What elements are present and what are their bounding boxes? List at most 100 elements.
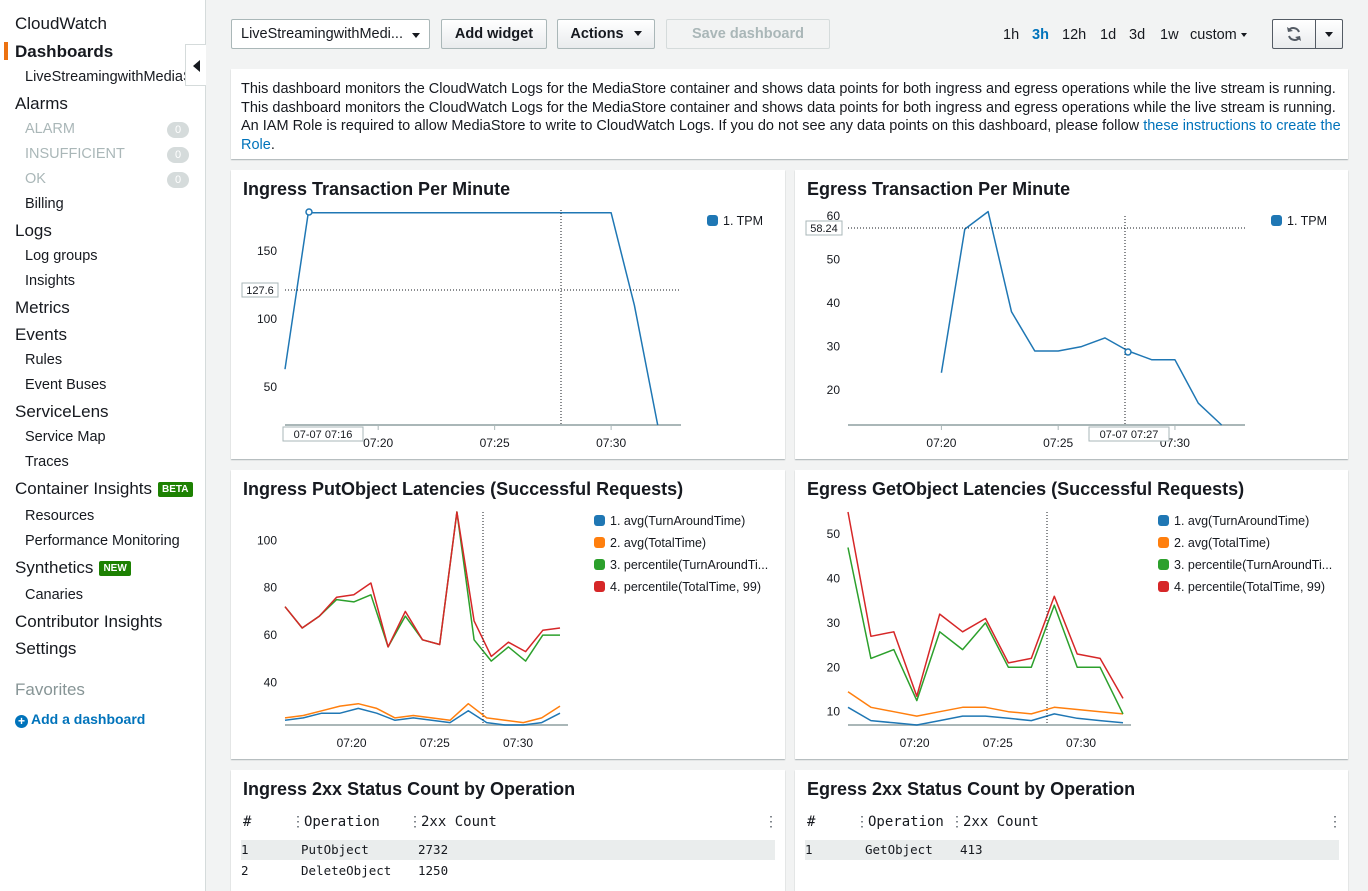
column-resize-handle[interactable]: ⋮ bbox=[950, 814, 964, 830]
create-role-link[interactable]: these instructions to create the Role bbox=[241, 118, 1341, 153]
sidebar-item-alarms[interactable]: Alarms bbox=[15, 94, 68, 113]
dashboard-select[interactable]: LiveStreamingwithMedi... bbox=[231, 19, 430, 49]
column-header-count[interactable]: 2xx Count bbox=[421, 814, 497, 830]
ingress-latency-chart[interactable]: 40 60 80 100 07:20 07:25 07:30 bbox=[231, 470, 785, 759]
y-tick-label: 50 bbox=[827, 253, 841, 267]
add-dashboard-link[interactable]: + Add a dashboard bbox=[15, 711, 145, 728]
add-dashboard-label: Add a dashboard bbox=[31, 711, 146, 727]
hover-value-label: 127.6 bbox=[246, 285, 274, 297]
sidebar-item-insufficient[interactable]: INSUFFICIENT bbox=[25, 146, 125, 162]
legend-item[interactable]: 1. avg(TurnAroundTime) bbox=[1158, 514, 1332, 536]
widget-egress-tpm[interactable]: Egress Transaction Per Minute 20 30 40 50 60… bbox=[795, 170, 1348, 459]
x-tick-label: 07:20 bbox=[926, 436, 956, 450]
sidebar-item-settings[interactable]: Settings bbox=[15, 639, 77, 658]
column-header-count[interactable]: 2xx Count bbox=[963, 814, 1039, 830]
sidebar-item-container-insights[interactable]: Container Insights BETA bbox=[15, 479, 193, 499]
hover-point-marker bbox=[305, 208, 313, 216]
row-index: 2 bbox=[241, 863, 249, 878]
y-tick-label: 20 bbox=[827, 383, 841, 397]
y-tick-label: 30 bbox=[827, 340, 841, 354]
legend-item[interactable]: 4. percentile(TotalTime, 99) bbox=[1158, 580, 1332, 602]
legend-item[interactable]: 1. TPM bbox=[1271, 214, 1327, 236]
column-resize-handle[interactable]: ⋮ bbox=[291, 814, 305, 830]
legend-label: 1. avg(TurnAroundTime) bbox=[610, 514, 746, 528]
column-header-index[interactable]: # bbox=[807, 814, 816, 830]
column-header-index[interactable]: # bbox=[243, 814, 252, 830]
column-resize-handle[interactable]: ⋮ bbox=[408, 814, 422, 830]
time-range-3d[interactable]: 3d bbox=[1129, 27, 1146, 43]
sidebar-item-event-buses[interactable]: Event Buses bbox=[25, 377, 107, 393]
widget-egress-status[interactable]: Egress 2xx Status Count by Operation # ⋮… bbox=[795, 770, 1348, 891]
legend-label: 4. percentile(TotalTime, 99) bbox=[1174, 580, 1325, 594]
column-resize-handle[interactable]: ⋮ bbox=[855, 814, 869, 830]
time-range-12h[interactable]: 12h bbox=[1062, 27, 1087, 43]
y-tick-label: 80 bbox=[264, 581, 278, 595]
refresh-icon[interactable] bbox=[1285, 26, 1303, 42]
sidebar-item-dashboard-live[interactable]: LiveStreamingwithMediaS bbox=[25, 69, 193, 85]
legend-label: 3. percentile(TurnAroundTi... bbox=[610, 558, 769, 572]
sidebar-item-dashboards[interactable]: Dashboards bbox=[15, 42, 114, 61]
x-tick-label: 07:20 bbox=[363, 436, 393, 450]
legend-item[interactable]: 2. avg(TotalTime) bbox=[1158, 536, 1332, 558]
time-range-1d[interactable]: 1d bbox=[1100, 27, 1117, 43]
add-widget-button[interactable]: Add widget bbox=[441, 19, 547, 49]
x-tick-label: 07:30 bbox=[596, 436, 626, 450]
sidebar-item-billing[interactable]: Billing bbox=[25, 196, 64, 212]
x-tick-label: 07:25 bbox=[983, 736, 1013, 750]
sidebar-item-insights[interactable]: Insights bbox=[25, 273, 75, 289]
egress-latency-chart[interactable]: 10 20 30 40 50 07:20 07:25 07:30 bbox=[795, 470, 1348, 759]
widget-ingress-status[interactable]: Ingress 2xx Status Count by Operation # … bbox=[231, 770, 785, 891]
legend-item[interactable]: 1. TPM bbox=[707, 214, 763, 236]
row-index: 1 bbox=[805, 842, 813, 857]
sidebar-item-performance-monitoring[interactable]: Performance Monitoring bbox=[25, 533, 180, 549]
legend-item[interactable]: 2. avg(TotalTime) bbox=[594, 536, 768, 558]
column-menu-icon[interactable]: ⋮ bbox=[1328, 814, 1342, 830]
time-range-1w[interactable]: 1w bbox=[1160, 27, 1179, 43]
legend-swatch bbox=[707, 215, 718, 226]
legend-item[interactable]: 3. percentile(TurnAroundTi... bbox=[1158, 558, 1332, 580]
legend-item[interactable]: 1. avg(TurnAroundTime) bbox=[594, 514, 768, 536]
sidebar-item-servicelens[interactable]: ServiceLens bbox=[15, 402, 109, 421]
time-range-1h[interactable]: 1h bbox=[1003, 27, 1020, 43]
column-menu-icon[interactable]: ⋮ bbox=[764, 814, 778, 830]
sidebar-item-rules[interactable]: Rules bbox=[25, 352, 63, 368]
hover-time-label: 07-07 07:16 bbox=[294, 429, 353, 441]
legend-item[interactable]: 4. percentile(TotalTime, 99) bbox=[594, 580, 768, 602]
sidebar-item-cloudwatch[interactable]: CloudWatch bbox=[15, 14, 107, 33]
ingress-tpm-chart[interactable]: 50 100 150 07:20 07:25 07:30 127.6 07-07 07:16 bbox=[231, 170, 785, 459]
widget-ingress-latency[interactable]: Ingress PutObject Latencies (Successful … bbox=[231, 470, 785, 759]
chart-legend: 1. avg(TurnAroundTime) 2. avg(TotalTime)… bbox=[1158, 514, 1332, 602]
column-header-operation[interactable]: Operation bbox=[868, 814, 944, 830]
sidebar-item-logs[interactable]: Logs bbox=[15, 221, 52, 240]
sidebar-item-metrics[interactable]: Metrics bbox=[15, 298, 70, 317]
container-insights-label: Container Insights bbox=[15, 479, 153, 498]
actions-button[interactable]: Actions bbox=[557, 19, 655, 49]
legend-label: 1. TPM bbox=[723, 214, 764, 228]
widget-ingress-tpm[interactable]: Ingress Transaction Per Minute 50 100 150 0… bbox=[231, 170, 785, 459]
synthetics-label: Synthetics bbox=[15, 558, 94, 577]
hover-value-box bbox=[241, 282, 279, 298]
sidebar-item-canaries[interactable]: Canaries bbox=[25, 587, 84, 603]
y-tick-label: 40 bbox=[827, 572, 841, 586]
sidebar-item-synthetics[interactable]: Synthetics NEW bbox=[15, 558, 131, 578]
time-range-3h[interactable]: 3h bbox=[1032, 27, 1049, 43]
chevron-down-icon bbox=[1240, 33, 1247, 37]
legend-swatch bbox=[1271, 215, 1282, 226]
sidebar-item-events[interactable]: Events bbox=[15, 325, 67, 344]
column-header-operation[interactable]: Operation bbox=[304, 814, 380, 830]
collapse-sidebar-button[interactable] bbox=[185, 44, 206, 86]
time-range-custom[interactable]: custom bbox=[1190, 27, 1247, 43]
sidebar-item-ok[interactable]: OK bbox=[25, 171, 46, 187]
sidebar-item-alarm-state[interactable]: ALARM bbox=[25, 121, 75, 137]
sidebar-item-traces[interactable]: Traces bbox=[25, 454, 69, 470]
sidebar-item-log-groups[interactable]: Log groups bbox=[25, 248, 98, 264]
save-dashboard-button[interactable]: Save dashboard bbox=[666, 19, 830, 49]
sidebar-item-resources[interactable]: Resources bbox=[25, 508, 95, 524]
sidebar-item-service-map[interactable]: Service Map bbox=[25, 429, 106, 445]
widget-egress-latency[interactable]: Egress GetObject Latencies (Successful R… bbox=[795, 470, 1348, 759]
sidebar-item-contributor-insights[interactable]: Contributor Insights bbox=[15, 612, 163, 631]
actions-label: Actions bbox=[570, 26, 624, 42]
refresh-options-chevron-icon[interactable] bbox=[1325, 32, 1333, 37]
legend-item[interactable]: 3. percentile(TurnAroundTi... bbox=[594, 558, 768, 580]
